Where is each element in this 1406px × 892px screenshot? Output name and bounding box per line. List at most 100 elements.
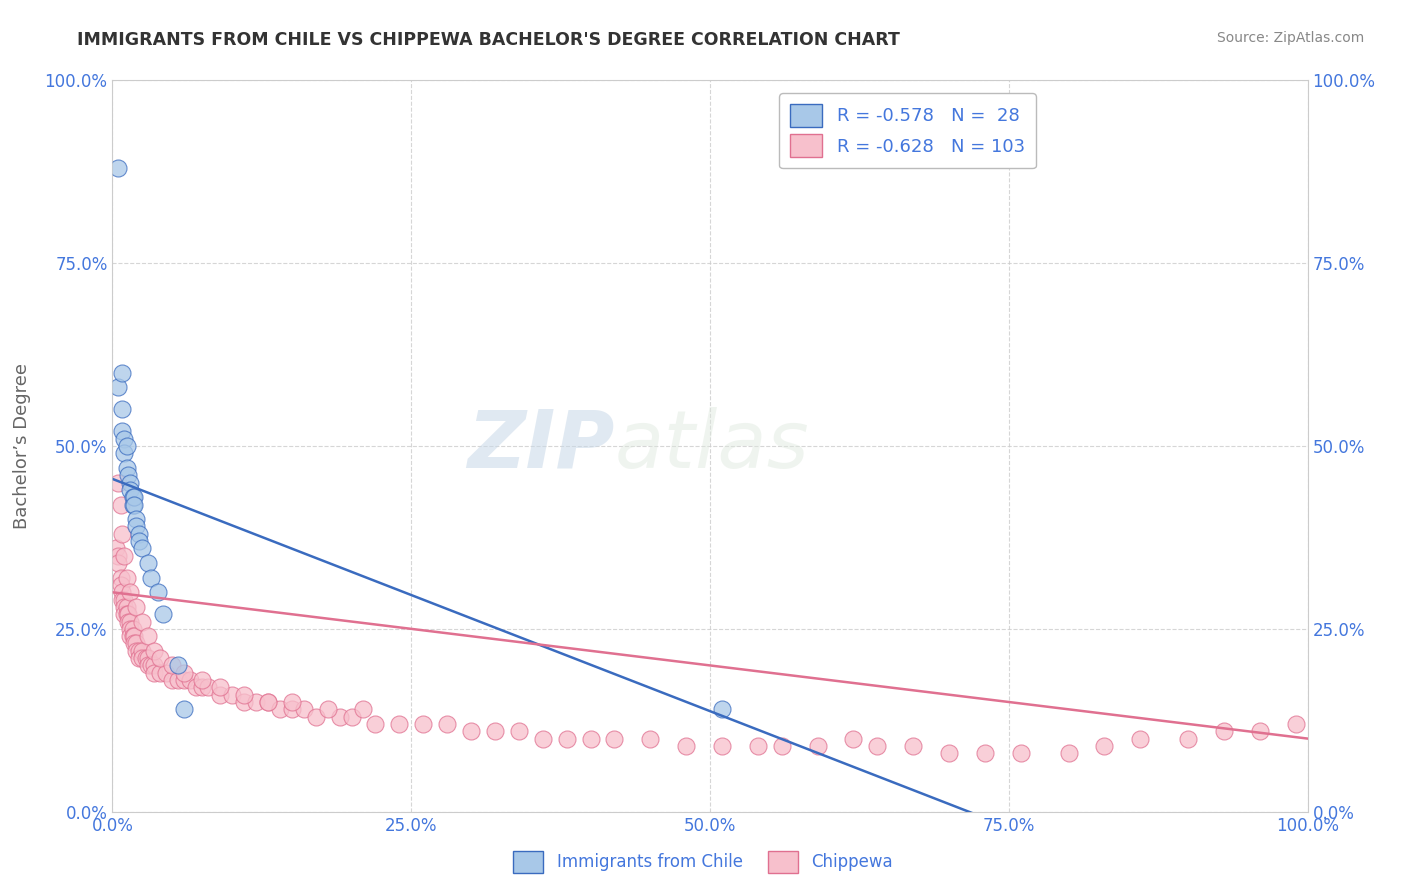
Point bbox=[316, 702, 339, 716]
Point bbox=[233, 688, 256, 702]
Point bbox=[115, 599, 138, 614]
Point bbox=[110, 578, 132, 592]
Point bbox=[122, 636, 145, 650]
Point bbox=[107, 549, 129, 563]
Point bbox=[114, 599, 135, 614]
Point bbox=[1249, 724, 1271, 739]
Point bbox=[197, 681, 219, 695]
Point bbox=[125, 644, 148, 658]
Point bbox=[531, 731, 554, 746]
Point bbox=[770, 739, 793, 753]
Point bbox=[484, 724, 506, 739]
Point bbox=[167, 658, 190, 673]
Point bbox=[138, 651, 160, 665]
Point bbox=[114, 446, 135, 460]
Point bbox=[191, 681, 214, 695]
Point bbox=[135, 651, 157, 665]
Point bbox=[173, 702, 195, 716]
Point bbox=[125, 512, 148, 526]
Text: IMMIGRANTS FROM CHILE VS CHIPPEWA BACHELOR'S DEGREE CORRELATION CHART: IMMIGRANTS FROM CHILE VS CHIPPEWA BACHEL… bbox=[77, 31, 900, 49]
Point bbox=[111, 402, 134, 417]
Point bbox=[120, 475, 142, 490]
Point bbox=[340, 709, 363, 723]
Legend: Immigrants from Chile, Chippewa: Immigrants from Chile, Chippewa bbox=[506, 845, 900, 880]
Point bbox=[245, 695, 267, 709]
Point bbox=[121, 622, 143, 636]
Point bbox=[233, 695, 256, 709]
Point bbox=[221, 688, 243, 702]
Point bbox=[114, 607, 135, 622]
Point bbox=[138, 556, 160, 570]
Point bbox=[711, 739, 734, 753]
Point bbox=[115, 439, 138, 453]
Point bbox=[107, 475, 129, 490]
Point bbox=[209, 688, 232, 702]
Point bbox=[117, 607, 139, 622]
Point bbox=[903, 739, 925, 753]
Point bbox=[128, 526, 150, 541]
Point bbox=[305, 709, 328, 723]
Point bbox=[1213, 724, 1236, 739]
Point bbox=[807, 739, 830, 753]
Point bbox=[114, 592, 135, 607]
Point bbox=[139, 571, 162, 585]
Point bbox=[149, 665, 172, 680]
Point bbox=[111, 592, 134, 607]
Point bbox=[128, 534, 150, 549]
Point bbox=[186, 681, 208, 695]
Point bbox=[107, 380, 129, 394]
Point bbox=[111, 425, 134, 439]
Point bbox=[974, 746, 997, 760]
Point bbox=[436, 717, 458, 731]
Point bbox=[866, 739, 889, 753]
Y-axis label: Bachelor’s Degree: Bachelor’s Degree bbox=[13, 363, 31, 529]
Point bbox=[143, 644, 166, 658]
Point bbox=[122, 629, 145, 643]
Point bbox=[149, 651, 172, 665]
Point bbox=[579, 731, 602, 746]
Point bbox=[131, 651, 153, 665]
Point bbox=[117, 468, 139, 483]
Point bbox=[460, 724, 482, 739]
Point bbox=[128, 644, 150, 658]
Point bbox=[117, 615, 139, 629]
Point bbox=[120, 615, 142, 629]
Point bbox=[167, 673, 190, 687]
Point bbox=[1129, 731, 1152, 746]
Point bbox=[120, 585, 142, 599]
Point bbox=[111, 585, 134, 599]
Point bbox=[122, 490, 145, 504]
Point bbox=[110, 571, 132, 585]
Point bbox=[120, 483, 142, 497]
Point bbox=[107, 556, 129, 570]
Point bbox=[191, 673, 214, 687]
Point bbox=[138, 629, 160, 643]
Point bbox=[105, 541, 128, 556]
Point bbox=[110, 498, 132, 512]
Point bbox=[125, 636, 148, 650]
Point bbox=[747, 739, 769, 753]
Point bbox=[120, 629, 142, 643]
Point bbox=[128, 651, 150, 665]
Point bbox=[131, 644, 153, 658]
Point bbox=[555, 731, 578, 746]
Point bbox=[508, 724, 530, 739]
Text: atlas: atlas bbox=[614, 407, 810, 485]
Point bbox=[115, 461, 138, 475]
Point bbox=[125, 599, 148, 614]
Point bbox=[143, 658, 166, 673]
Point bbox=[138, 658, 160, 673]
Point bbox=[114, 432, 135, 446]
Point bbox=[1177, 731, 1199, 746]
Point bbox=[146, 585, 169, 599]
Point bbox=[131, 541, 153, 556]
Point bbox=[120, 622, 142, 636]
Point bbox=[388, 717, 411, 731]
Legend: R = -0.578   N =  28, R = -0.628   N = 103: R = -0.578 N = 28, R = -0.628 N = 103 bbox=[779, 93, 1036, 169]
Point bbox=[281, 702, 304, 716]
Point bbox=[143, 665, 166, 680]
Point bbox=[162, 658, 183, 673]
Point bbox=[352, 702, 374, 716]
Point bbox=[121, 629, 143, 643]
Point bbox=[121, 498, 143, 512]
